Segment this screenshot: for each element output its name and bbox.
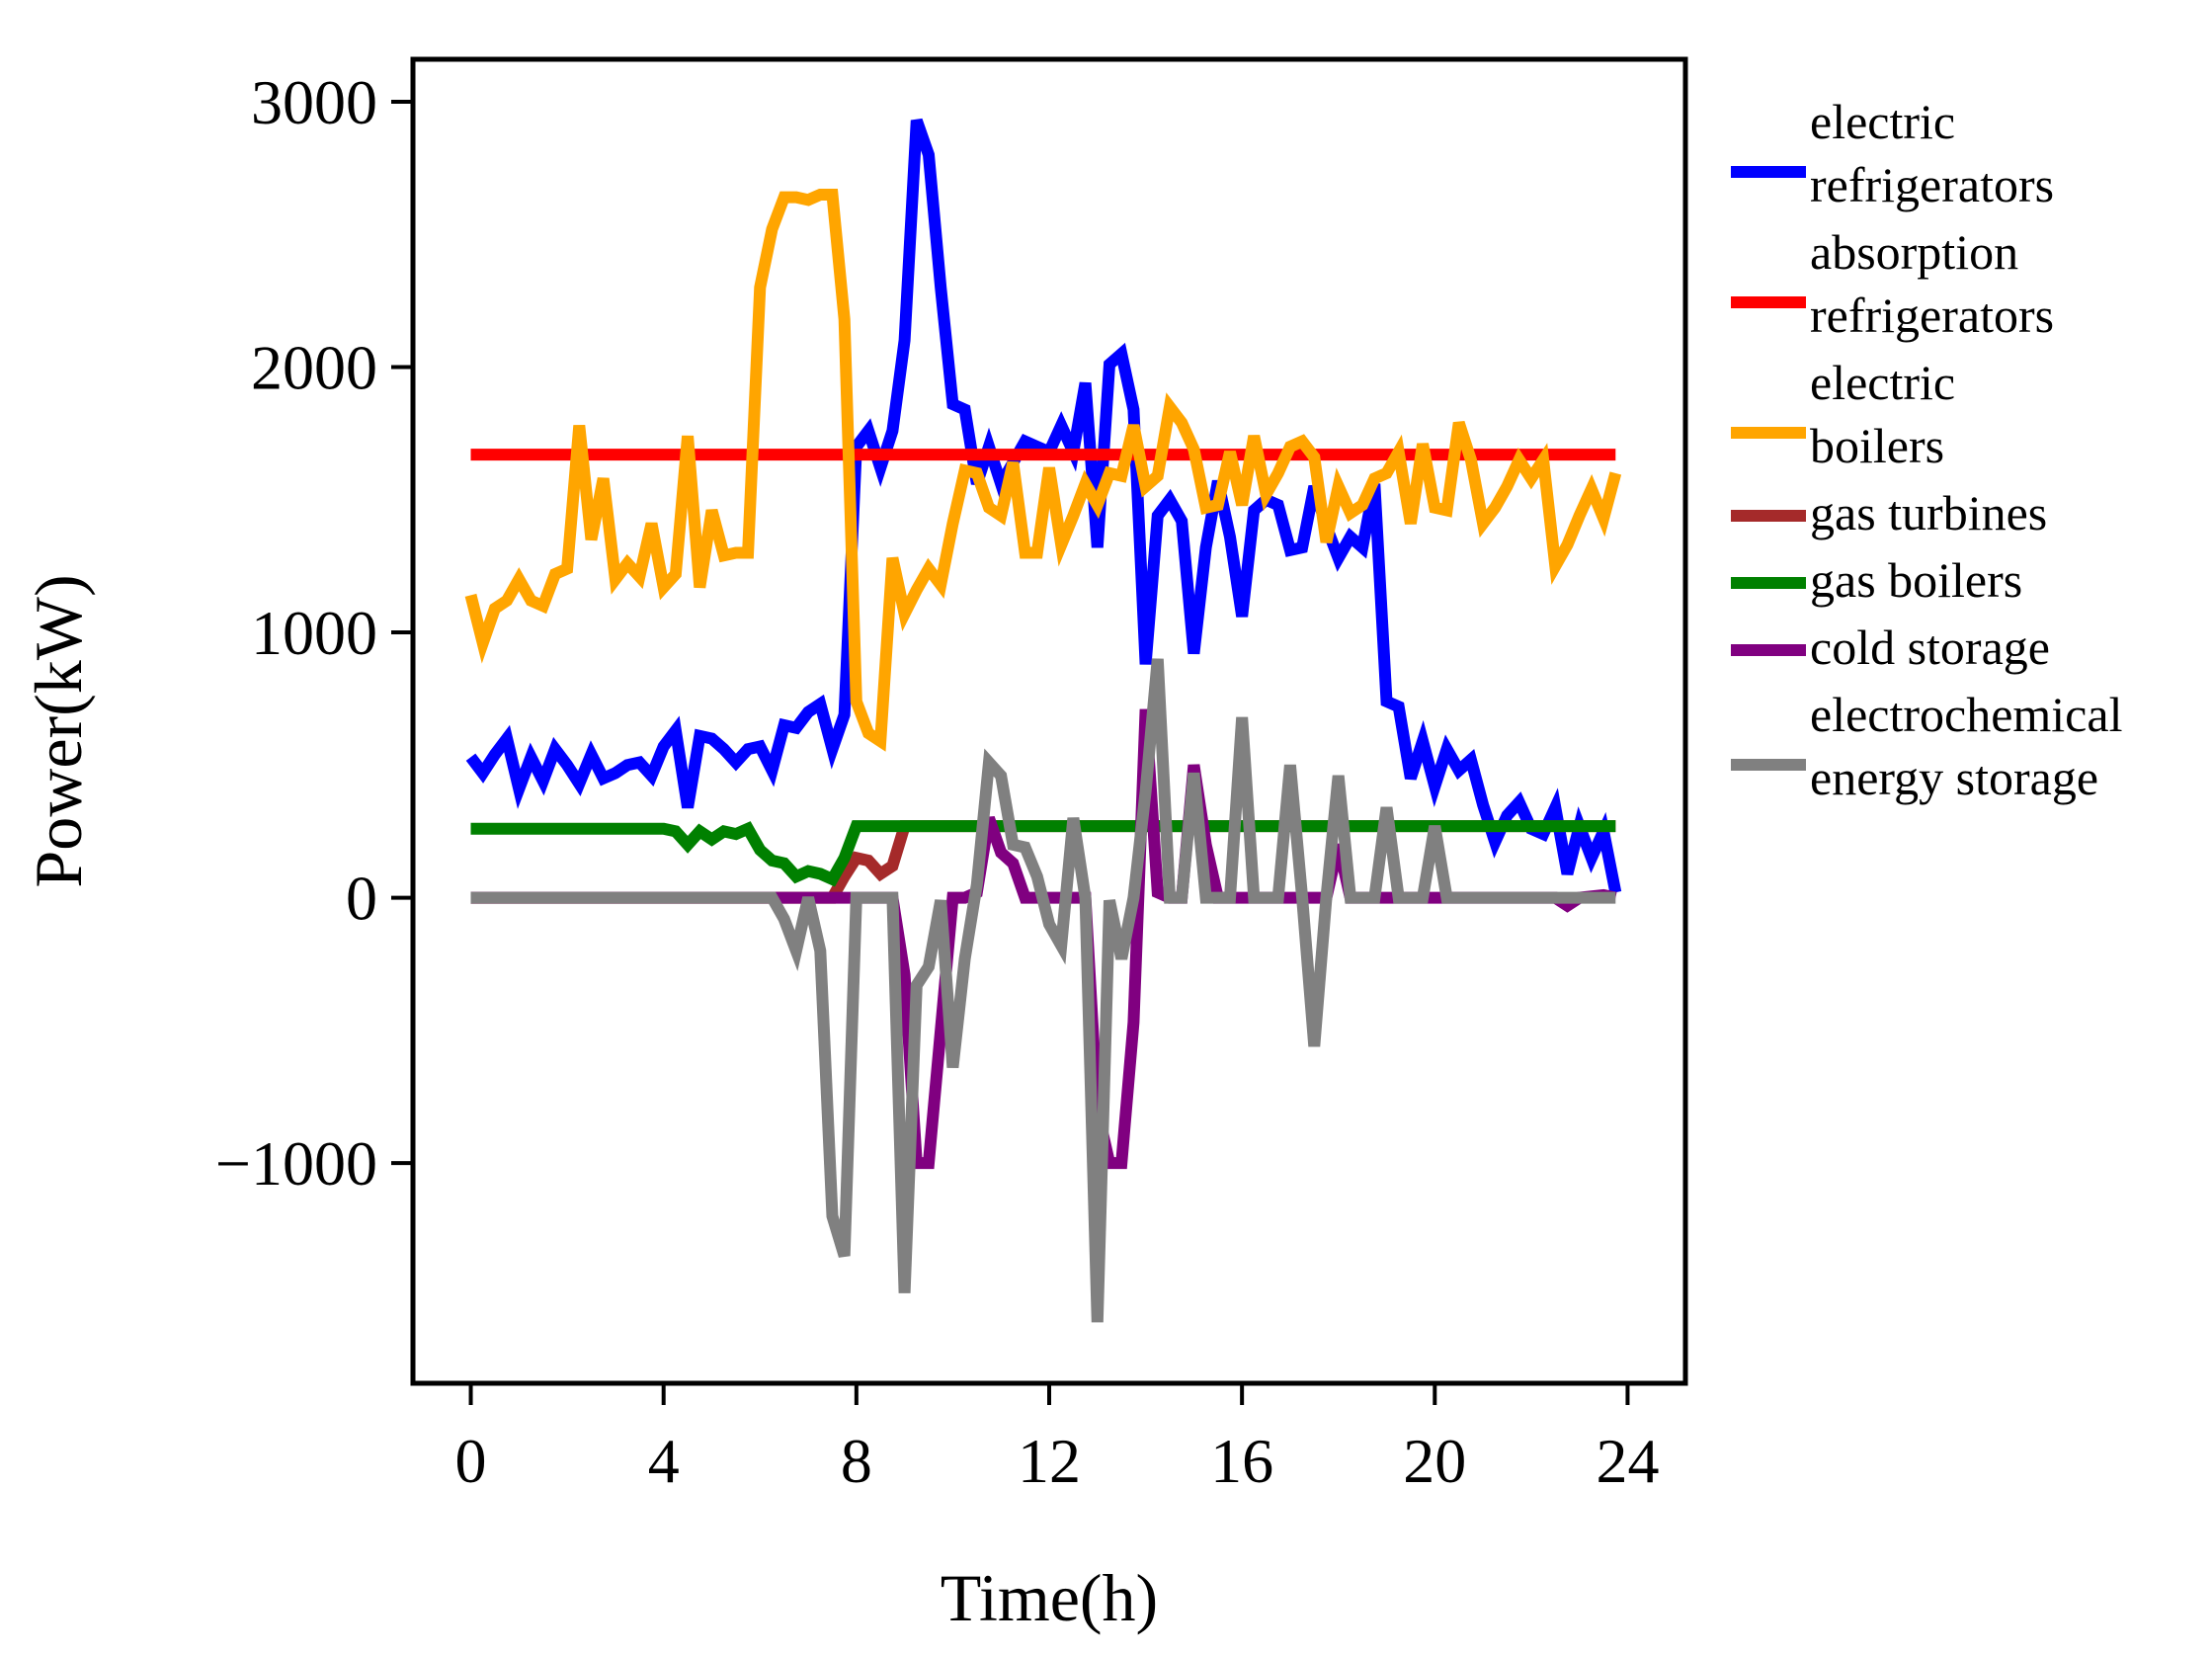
y-tick-label: −1000 [215, 1128, 377, 1199]
series-lines [464, 118, 1622, 1323]
legend-label: absorption [1810, 224, 2018, 280]
legend-item-electrochemical-energy-storage[interactable]: electrochemical energy storage [1731, 687, 2122, 805]
y-axis-title: Power(kW) [21, 574, 96, 887]
legend-item-gas-boilers[interactable]: gas boilers [1731, 552, 2022, 608]
x-tick-label: 16 [1210, 1426, 1273, 1496]
legend-label: electric [1810, 94, 1955, 149]
x-tick-label: 8 [841, 1426, 872, 1496]
series-line-electric-boilers [464, 189, 1622, 752]
legend-item-gas-turbines[interactable]: gas turbines [1731, 485, 2047, 540]
plot-frame [410, 56, 1688, 1386]
legend-label: boilers [1810, 418, 1944, 473]
legend-label: refrigerators [1810, 157, 2054, 212]
legend-item-absorption-refrigerators[interactable]: absorption refrigerators [1731, 224, 2054, 343]
y-tick-label: 0 [346, 864, 377, 934]
x-tick-label: 0 [455, 1426, 487, 1496]
legend-item-electric-boilers[interactable]: electric boilers [1731, 355, 1955, 473]
x-tick-label: 4 [648, 1426, 680, 1496]
legend-label: electric [1810, 355, 1955, 410]
legend-item-electric-refrigerators[interactable]: electric refrigerators [1731, 94, 2054, 212]
legend-label: gas turbines [1810, 485, 2047, 540]
series-line-gas-boilers [470, 820, 1616, 887]
y-tick-label: 1000 [251, 598, 377, 668]
series-line-electrochemical-energy-storage [470, 658, 1616, 1323]
legend-label: cold storage [1810, 620, 2050, 675]
legend-item-cold-storage[interactable]: cold storage [1731, 620, 2050, 675]
x-tick-label: 20 [1403, 1426, 1466, 1496]
x-axis-title: Time(h) [941, 1560, 1158, 1635]
x-tick-label: 12 [1018, 1426, 1081, 1496]
x-axis: 0 4 8 12 16 20 24 [455, 1383, 1659, 1496]
y-axis: −1000 0 1000 2000 3000 [215, 67, 413, 1199]
legend-label: energy storage [1810, 750, 2098, 805]
y-tick-label: 3000 [251, 67, 377, 137]
legend-label: refrigerators [1810, 288, 2054, 343]
legend-label: gas boilers [1810, 552, 2022, 608]
y-tick-label: 2000 [251, 333, 377, 403]
legend[interactable]: electric refrigerators absorption refrigera… [1731, 94, 2122, 805]
legend-label: electrochemical [1810, 687, 2122, 742]
x-tick-label: 24 [1596, 1426, 1659, 1496]
